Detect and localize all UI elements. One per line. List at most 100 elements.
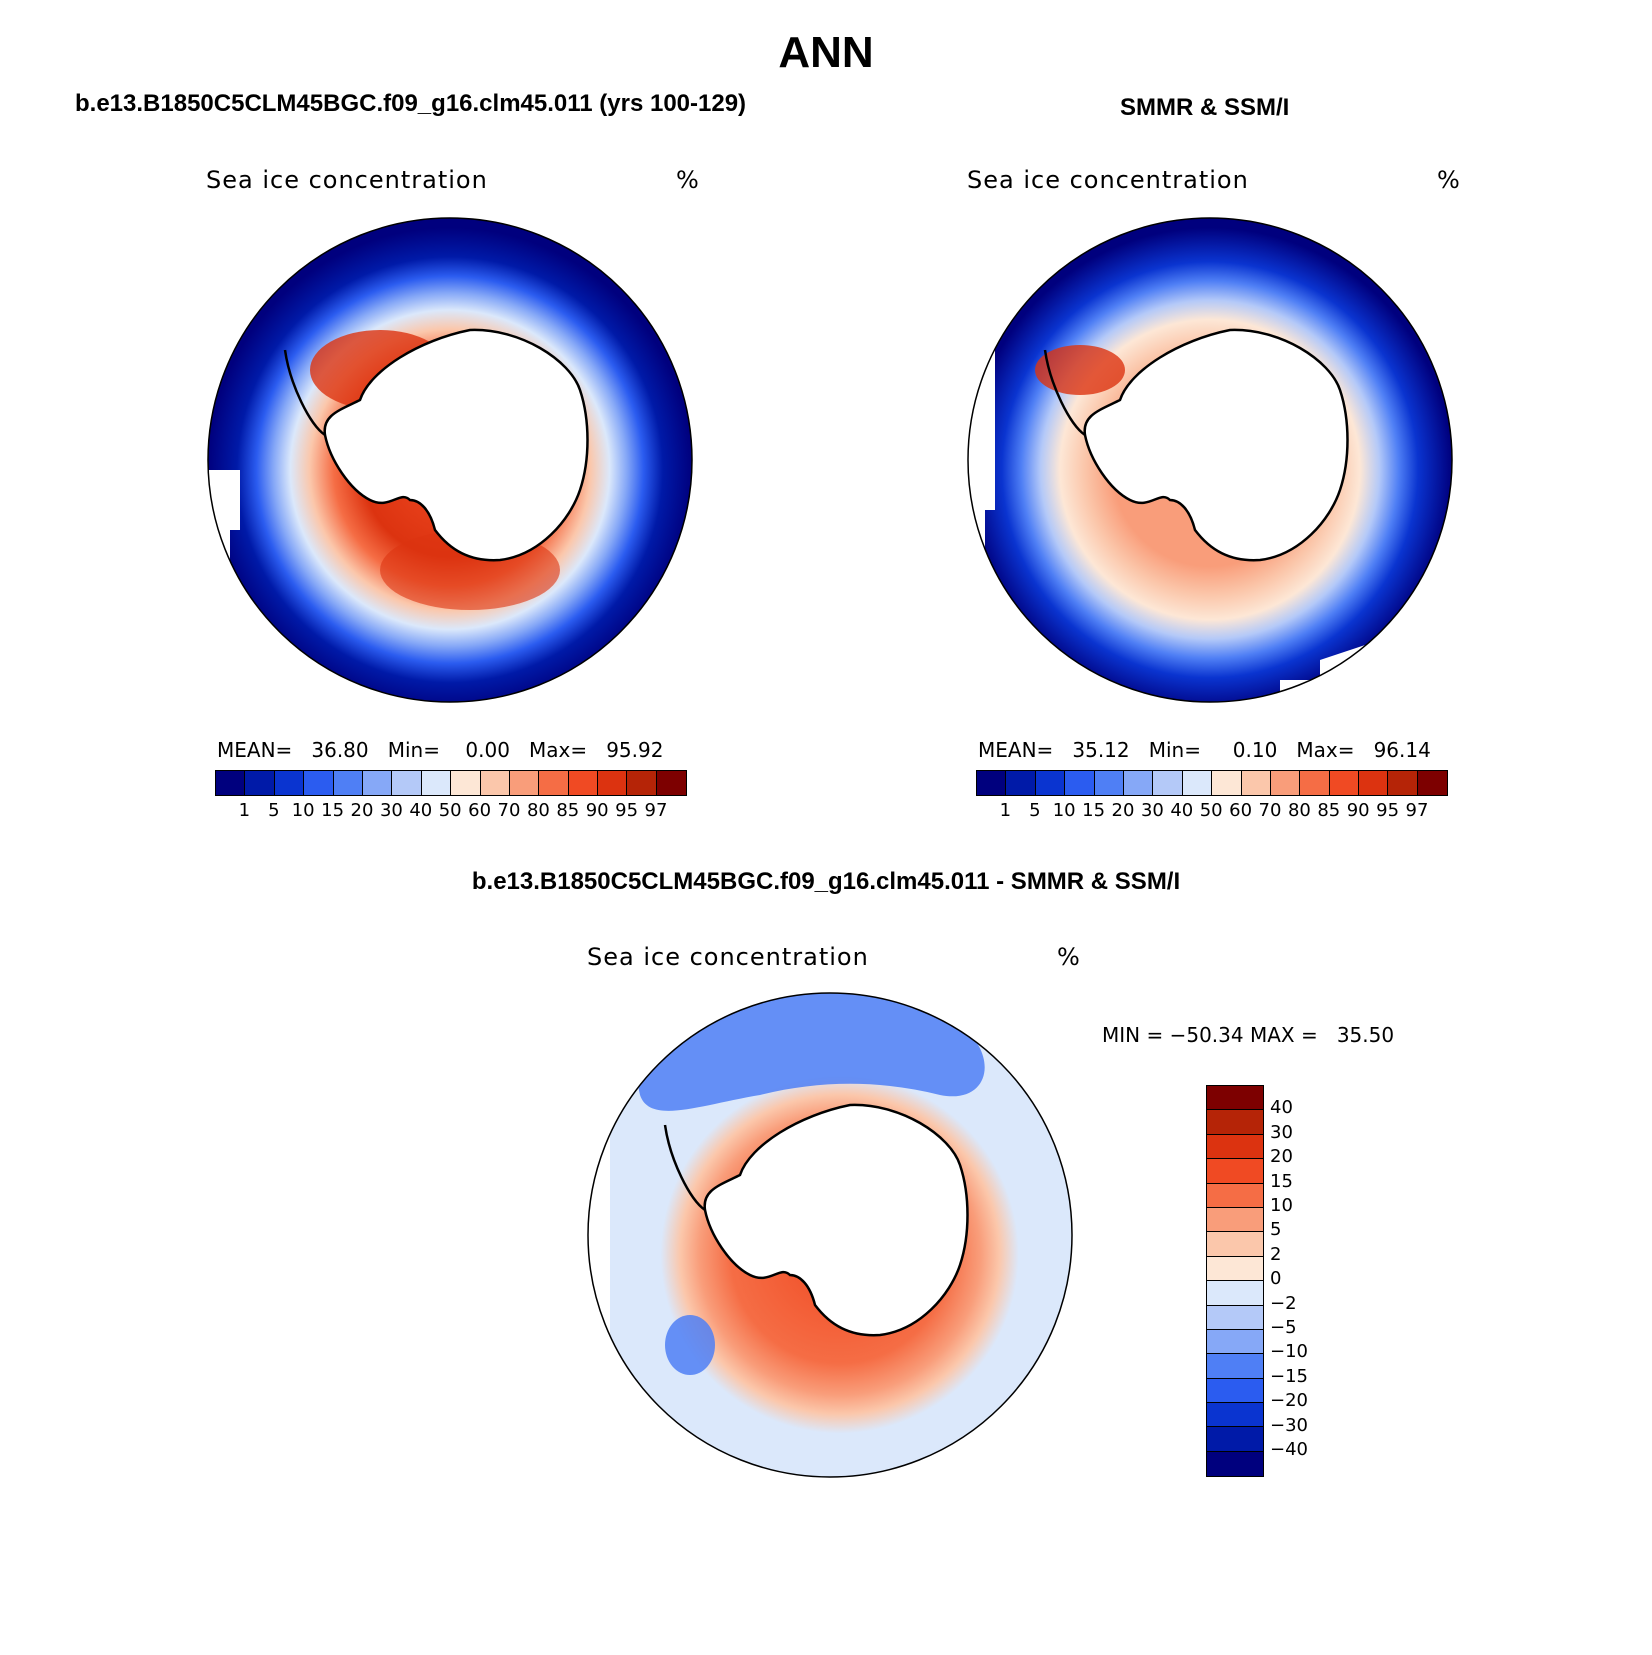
colorbar-swatch [1300, 771, 1330, 795]
mean-value: 36.80 [311, 738, 369, 762]
min-value: 0.00 [465, 738, 510, 762]
colorbar-tick-label: 20 [1111, 800, 1135, 821]
colorbar-tick-label: 5 [1029, 800, 1041, 821]
colorbar-tick-label: 10 [1270, 1195, 1293, 1216]
colorbar-swatch [1094, 771, 1124, 795]
colorbar-tick-label: 90 [585, 800, 609, 821]
colorbar-tick-label: 80 [1287, 800, 1311, 821]
colorbar-tick-label: 30 [379, 800, 403, 821]
colorbar-swatch [1207, 1305, 1263, 1330]
colorbar-tick-label: 70 [497, 800, 521, 821]
colorbar-tick-label: −2 [1270, 1292, 1297, 1314]
colorbar-swatch [1153, 771, 1183, 795]
colorbar-tick-label: 60 [1229, 800, 1253, 821]
colorbar-swatch [1207, 1110, 1263, 1135]
colorbar-swatch [421, 771, 452, 795]
model-units: % [676, 166, 700, 194]
colorbar-swatch [656, 771, 687, 795]
antarctica-coastline [703, 1103, 969, 1337]
min-label: MIN = [1102, 1023, 1164, 1047]
colorbar-swatch [1388, 771, 1418, 795]
colorbar-tick-label: 40 [409, 800, 433, 821]
max-label: MAX = [1249, 1023, 1318, 1047]
colorbar-tick-label: 5 [1270, 1219, 1282, 1241]
colorbar-tick-label: 1 [999, 800, 1012, 821]
diff-subtitle: b.e13.B1850C5CLM45BGC.f09_g16.clm45.011 … [471, 868, 1181, 895]
antarctica-coastline [323, 328, 589, 562]
colorbar-tick-label: 2 [1270, 1243, 1282, 1265]
colorbar-swatch [598, 771, 628, 795]
colorbar-swatch [1207, 1134, 1263, 1160]
colorbar-swatch [1359, 771, 1389, 795]
colorbar-tick-label: 10 [1052, 800, 1076, 821]
max-value: 96.14 [1373, 738, 1431, 762]
colorbar-swatch [1417, 771, 1448, 795]
season-title: ANN [778, 28, 874, 77]
model-variable: Sea ice concentration [206, 166, 488, 194]
colorbar-tick-label: −5 [1270, 1317, 1297, 1338]
colorbar-tick-label: 15 [1270, 1170, 1293, 1192]
mean-label: MEAN= [978, 738, 1054, 762]
diff-map-border [587, 992, 1073, 1478]
diff-stats: MIN = −50.34 MAX = 35.50 [1102, 1023, 1394, 1047]
colorbar-tick-label: 40 [1270, 1097, 1293, 1119]
obs-subtitle: SMMR & SSM/I [1120, 94, 1290, 121]
min-value: 0.10 [1232, 738, 1278, 762]
colorbar-tick-label: 20 [350, 800, 374, 821]
colorbar-swatch [304, 771, 334, 795]
colorbar-swatch [1035, 771, 1066, 795]
colorbar-tick-label: −10 [1270, 1341, 1308, 1363]
colorbar-swatch [1207, 1159, 1263, 1184]
model-map-border [207, 217, 693, 703]
obs-map-border [967, 217, 1453, 703]
colorbar-tick-label: 50 [438, 800, 462, 821]
colorbar-tick-label: −15 [1270, 1365, 1308, 1387]
colorbar-tick-label: 85 [556, 800, 580, 821]
max-label: Max= [529, 738, 588, 762]
colorbar-tick-label: 5 [268, 800, 280, 821]
colorbar-swatch [274, 771, 305, 795]
model-subtitle: b.e13.B1850C5CLM45BGC.f09_g16.clm45.011 … [75, 90, 747, 117]
min-label: Min= [387, 738, 440, 762]
colorbar-swatch [1182, 771, 1213, 795]
colorbar-swatch [1207, 1329, 1263, 1355]
diff-units: % [1057, 943, 1081, 971]
colorbar-tick-label: 85 [1317, 800, 1341, 821]
diff-variable: Sea ice concentration [587, 943, 869, 971]
colorbar-tick-label: 90 [1346, 800, 1370, 821]
colorbar-swatch [1270, 771, 1301, 795]
colorbar-tick-label: −30 [1270, 1414, 1308, 1436]
colorbar-swatch [1207, 1451, 1263, 1477]
min-value: −50.34 [1169, 1023, 1244, 1047]
colorbar-tick-label: 97 [644, 800, 668, 821]
colorbar-tick-label: 97 [1405, 800, 1429, 821]
colorbar-swatch [1065, 771, 1095, 795]
colorbar-swatch [1207, 1086, 1263, 1111]
colorbar-tick-label: 15 [1082, 800, 1106, 821]
colorbar-swatch [1207, 1354, 1263, 1379]
colorbar-tick-label: 60 [468, 800, 492, 821]
colorbar-tick-label: 15 [321, 800, 345, 821]
colorbar-swatch [333, 771, 363, 795]
obs-variable: Sea ice concentration [967, 166, 1249, 194]
colorbar-swatch [1207, 1427, 1263, 1452]
colorbar-tick-label: −20 [1270, 1390, 1308, 1412]
model-map [207, 217, 693, 703]
colorbar-swatch [1207, 1183, 1263, 1208]
colorbar-swatch [1212, 771, 1242, 795]
colorbar-swatch [1207, 1256, 1263, 1282]
antarctica-coastline [1083, 328, 1349, 562]
colorbar-tick-label: 50 [1199, 800, 1223, 821]
colorbar-swatch [1241, 771, 1271, 795]
colorbar-swatch [216, 771, 246, 795]
colorbar-swatch [362, 771, 393, 795]
colorbar-tick-label: −40 [1270, 1439, 1308, 1460]
colorbar-tick-label: 10 [291, 800, 315, 821]
mean-label: MEAN= [217, 738, 293, 762]
max-value: 35.50 [1336, 1023, 1395, 1047]
colorbar-swatch [627, 771, 657, 795]
max-label: Max= [1296, 738, 1355, 762]
colorbar-swatch [1207, 1232, 1263, 1257]
colorbar-swatch [245, 771, 275, 795]
colorbar-swatch [509, 771, 540, 795]
